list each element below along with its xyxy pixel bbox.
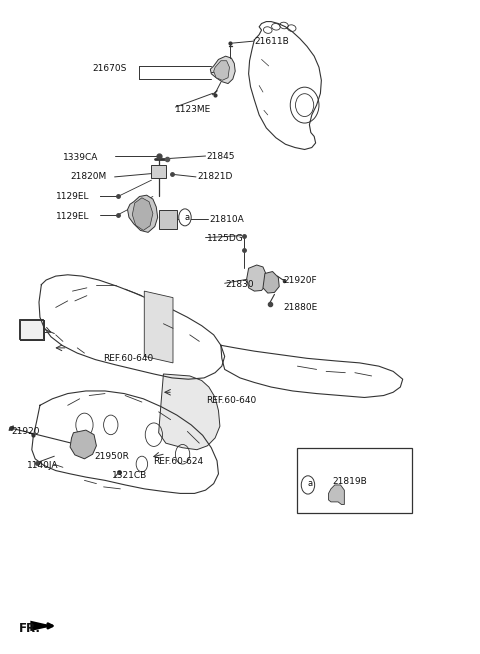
Polygon shape	[210, 56, 235, 84]
Text: 1129EL: 1129EL	[56, 211, 89, 220]
Polygon shape	[132, 198, 153, 230]
Polygon shape	[19, 319, 43, 339]
Text: 21611B: 21611B	[254, 37, 289, 46]
Text: 21819B: 21819B	[332, 477, 367, 485]
Text: 21845: 21845	[206, 152, 235, 160]
Text: a: a	[185, 213, 190, 222]
Polygon shape	[158, 374, 220, 450]
Circle shape	[301, 476, 315, 494]
Text: 21920: 21920	[11, 427, 40, 436]
Text: 1339CA: 1339CA	[63, 153, 98, 162]
Text: 21670S: 21670S	[93, 64, 127, 73]
Text: 21820M: 21820M	[70, 173, 107, 181]
Circle shape	[179, 209, 191, 226]
Text: 21810A: 21810A	[209, 215, 244, 224]
Polygon shape	[128, 195, 157, 232]
Polygon shape	[163, 383, 190, 402]
Polygon shape	[144, 291, 173, 363]
Text: a: a	[308, 479, 313, 488]
Polygon shape	[214, 61, 229, 80]
Polygon shape	[158, 209, 177, 229]
Text: REF.60-624: REF.60-624	[153, 457, 203, 466]
Text: FR.: FR.	[19, 622, 41, 635]
Text: 1125DG: 1125DG	[206, 234, 243, 243]
Text: 21950R: 21950R	[94, 452, 129, 460]
Polygon shape	[263, 271, 279, 293]
Text: 21880E: 21880E	[283, 303, 317, 312]
Text: REF.60-640: REF.60-640	[206, 396, 257, 405]
Polygon shape	[20, 320, 44, 340]
Polygon shape	[30, 621, 53, 631]
Text: 1129EL: 1129EL	[56, 192, 89, 201]
Text: 21821D: 21821D	[197, 173, 232, 181]
Polygon shape	[247, 265, 266, 291]
Polygon shape	[151, 165, 166, 178]
Text: 21830: 21830	[226, 280, 254, 289]
Text: 1140JA: 1140JA	[27, 461, 59, 470]
Polygon shape	[70, 430, 96, 459]
Text: 1321CB: 1321CB	[112, 472, 147, 480]
Bar	[298, 448, 412, 513]
Polygon shape	[328, 485, 344, 504]
Text: 1123ME: 1123ME	[175, 105, 212, 114]
Text: 21920F: 21920F	[283, 275, 317, 284]
Text: REF.60-640: REF.60-640	[104, 354, 154, 363]
